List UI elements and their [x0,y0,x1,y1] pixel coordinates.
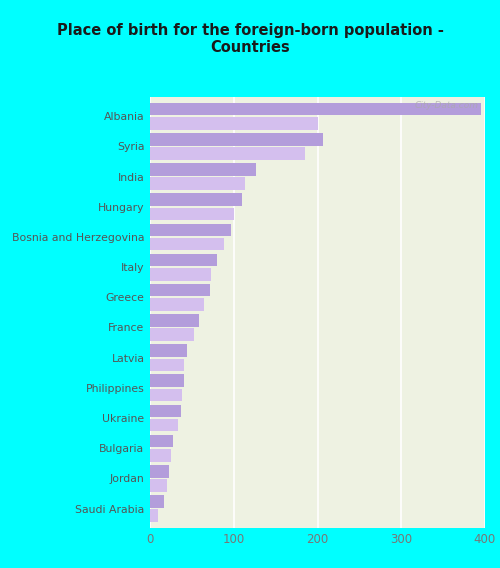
Bar [150,238,224,250]
Bar [150,509,158,522]
Bar [150,208,234,220]
Bar [150,314,198,327]
Bar [150,224,231,236]
Bar [150,117,318,130]
Bar [150,268,211,281]
Bar [150,479,167,492]
Bar [150,177,246,190]
Bar [150,328,194,341]
Bar [150,298,204,311]
Bar [150,103,481,115]
Bar [150,435,174,448]
Bar [150,344,187,357]
Bar [150,495,164,508]
Text: City-Data.com: City-Data.com [414,101,478,110]
Bar [150,163,256,176]
Bar [150,147,305,160]
Bar [150,193,242,206]
Bar [150,404,181,417]
Bar [150,465,170,478]
Bar [150,133,324,145]
Bar [150,374,184,387]
Bar [150,284,210,296]
Text: Place of birth for the foreign-born population -
Countries: Place of birth for the foreign-born popu… [56,23,444,55]
Bar [150,419,178,432]
Bar [150,358,184,371]
Bar [150,254,217,266]
Bar [150,389,182,401]
Bar [150,449,171,462]
